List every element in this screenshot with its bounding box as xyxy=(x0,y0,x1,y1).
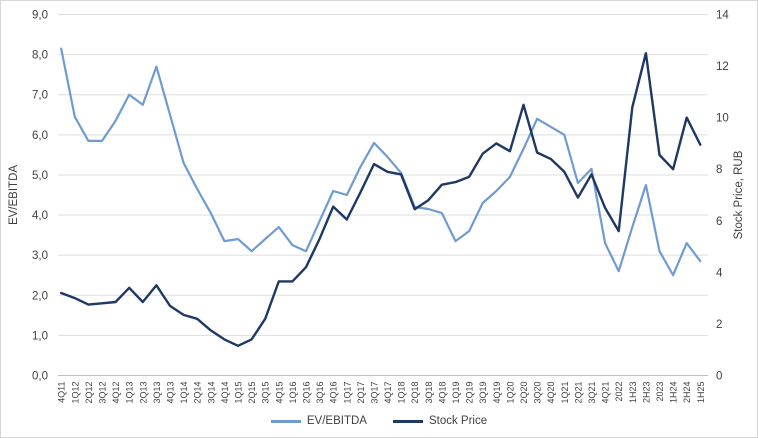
left-axis-tick-label: 0,0 xyxy=(32,371,48,383)
left-axis-tick-label: 8,0 xyxy=(32,50,48,62)
right-axis-tick-label: 8 xyxy=(716,164,722,176)
left-axis-tick-label: 4,0 xyxy=(32,210,48,222)
x-axis-label: 3Q18 xyxy=(424,382,434,404)
legend-line-swatch-stock-price xyxy=(392,419,423,423)
x-axis-label: 4Q13 xyxy=(165,382,175,404)
right-axis-tick-label: 6 xyxy=(716,216,722,228)
x-axis-label: 2Q20 xyxy=(519,382,529,404)
right-axis-tick-label: 12 xyxy=(716,61,729,73)
x-axis-label: 2Q16 xyxy=(301,382,311,404)
x-axis-label: 3Q15 xyxy=(261,382,271,404)
right-axis-tick-label: 14 xyxy=(716,10,729,22)
x-axis-label: 1Q17 xyxy=(342,382,352,404)
legend-item-ev-ebitda: EV/EBITDA xyxy=(270,415,367,427)
legend-label-stock-price: Stock Price xyxy=(428,415,488,427)
x-axis-label: 1Q19 xyxy=(451,382,461,404)
right-axis-title: Stock Price, RUB xyxy=(733,150,745,239)
x-axis-label: 1Q16 xyxy=(288,382,298,404)
x-axis-label: 3Q16 xyxy=(315,382,325,404)
chart-canvas: 0,0 1,0 2,0 3,0 4,0 5,0 6,0 7,0 8,0 9,0 0 2 4 6 8 10 12 1… xyxy=(8,10,745,404)
x-axis-label: 3Q17 xyxy=(369,382,379,404)
left-axis-tick-label: 3,0 xyxy=(32,250,48,262)
x-axis-label: 4Q16 xyxy=(329,382,339,404)
legend-item-stock-price: Stock Price xyxy=(392,415,488,427)
x-axis-label: 4Q12 xyxy=(111,382,121,404)
x-axis-label: 2H24 xyxy=(682,382,692,404)
right-axis-tick-label: 2 xyxy=(716,319,722,331)
x-axis-label: 2Q18 xyxy=(410,382,420,404)
x-axis-label: 2023 xyxy=(655,382,665,402)
right-axis-tick-label: 4 xyxy=(716,267,723,279)
stock-price-line xyxy=(60,52,702,347)
x-axis-label: 1Q20 xyxy=(505,382,515,404)
right-axis-tick-label: 0 xyxy=(716,371,722,383)
x-axis-label: 4Q17 xyxy=(383,382,393,404)
x-axis-label: 2H23 xyxy=(641,382,651,404)
chart-legend: EV/EBITDA Stock Price xyxy=(1,409,757,433)
left-axis-tick-label: 1,0 xyxy=(32,330,48,342)
x-axis-label: 3Q21 xyxy=(587,382,597,404)
x-axis-label: 2Q15 xyxy=(247,382,257,404)
legend-line-swatch-ev-ebitda xyxy=(270,419,301,423)
x-axis-label: 1Q18 xyxy=(397,382,407,404)
x-axis-label: 4Q14 xyxy=(220,382,230,404)
x-axis-label: 3Q12 xyxy=(97,382,107,404)
x-axis-label: 4Q11 xyxy=(57,382,67,403)
x-axis-label: 4Q21 xyxy=(601,382,611,404)
x-axis-label: 4Q15 xyxy=(274,382,284,404)
x-axis-label: 2Q21 xyxy=(573,382,583,404)
x-axis-label: 2Q17 xyxy=(356,382,366,404)
right-axis-tick-label: 10 xyxy=(716,113,729,125)
x-axis-label: 3Q19 xyxy=(478,382,488,404)
x-axis-label: 3Q20 xyxy=(533,382,543,404)
left-axis-tick-label: 7,0 xyxy=(32,90,48,102)
x-axis-label: 2Q19 xyxy=(465,382,475,404)
left-axis-tick-label: 2,0 xyxy=(32,290,48,302)
x-axis-label: 3Q13 xyxy=(152,382,162,404)
x-axis-label: 2Q13 xyxy=(138,382,148,404)
x-axis-label: 2Q12 xyxy=(84,382,94,404)
x-axis-label: 1H25 xyxy=(696,382,706,404)
ev-ebitda-line xyxy=(60,47,702,277)
left-axis-tick-label: 9,0 xyxy=(32,10,48,22)
x-axis-label: 4Q20 xyxy=(546,382,556,404)
x-axis-label: 2022 xyxy=(614,382,624,402)
x-axis-label: 1Q14 xyxy=(179,382,189,404)
x-axis-label: 4Q18 xyxy=(437,382,447,404)
x-axis-label: 1Q15 xyxy=(233,382,243,404)
x-axis-label: 1Q13 xyxy=(125,382,135,404)
left-axis-title: EV/EBITDA xyxy=(8,165,20,225)
x-axis-label: 1Q12 xyxy=(70,382,80,404)
left-axis-tick-label: 5,0 xyxy=(32,170,48,182)
left-axis-tick-label: 6,0 xyxy=(32,130,48,142)
x-axis-label: 4Q19 xyxy=(492,382,502,404)
x-axis-label: 1H23 xyxy=(628,382,638,404)
x-axis-label: 1H24 xyxy=(669,382,679,404)
x-axis-label: 2Q14 xyxy=(193,382,203,404)
x-axis-label: 3Q14 xyxy=(206,382,216,404)
legend-label-ev-ebitda: EV/EBITDA xyxy=(306,415,367,427)
x-axis-label: 1Q21 xyxy=(560,382,570,404)
